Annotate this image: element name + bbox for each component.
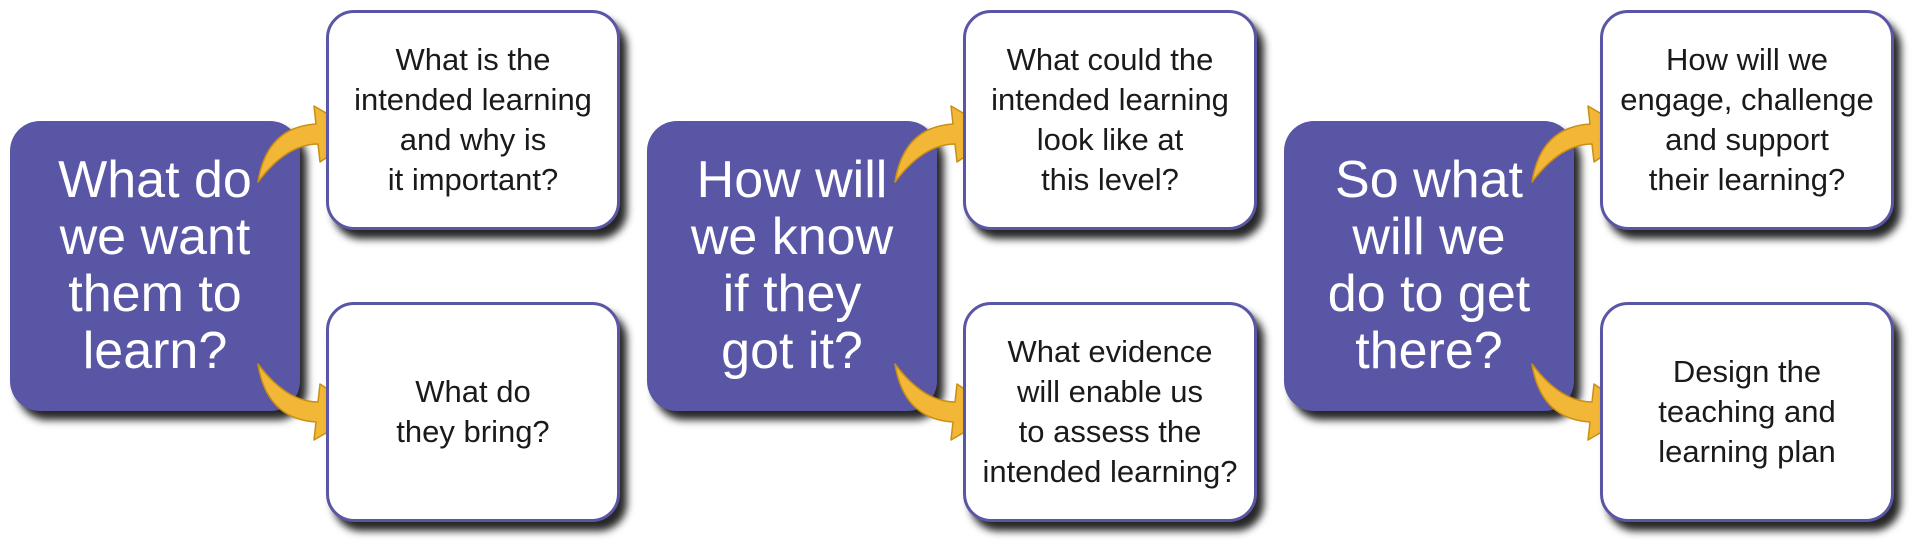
question-box-how-know: How will we know if they got it? [647,121,937,411]
planning-step-1: What do we want them to learn? What is t… [0,0,620,550]
planning-step-3: So what will we do to get there? How wil… [1274,0,1894,550]
planning-step-2: How will we know if they got it? What co… [637,0,1257,550]
sub-question-what-they-bring: What do they bring? [326,302,620,522]
sub-question-engage-support: How will we engage, challenge and suppor… [1600,10,1894,230]
sub-question-intended-learning: What is the intended learning and why is… [326,10,620,230]
sub-question-learning-look-like: What could the intended learning look li… [963,10,1257,230]
sub-question-design-plan: Design the teaching and learning plan [1600,302,1894,522]
sub-question-evidence: What evidence will enable us to assess t… [963,302,1257,522]
question-box-what-learn: What do we want them to learn? [10,121,300,411]
question-box-how-get-there: So what will we do to get there? [1284,121,1574,411]
